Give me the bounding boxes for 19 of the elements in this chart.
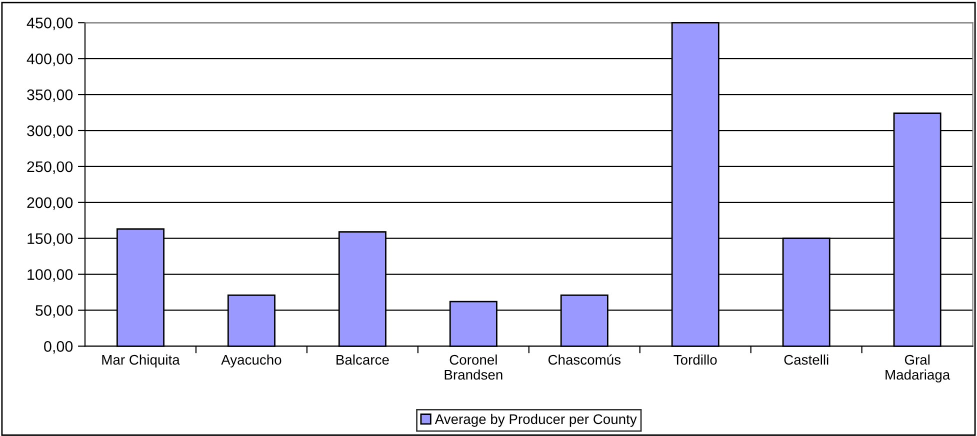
x-tick-label: Castelli bbox=[784, 354, 828, 365]
x-tick-label: Chascomús bbox=[548, 354, 621, 365]
y-tick-label: 250,00 bbox=[27, 161, 73, 174]
x-tick-label: Coronel Brandsen bbox=[444, 354, 502, 380]
y-tick-label: 300,00 bbox=[27, 125, 73, 138]
y-tick-label: 200,00 bbox=[27, 197, 73, 210]
y-tick-label: 150,00 bbox=[28, 233, 73, 246]
x-tick-label: Tordillo bbox=[674, 354, 717, 365]
x-tick-label: Mar Chiquita bbox=[102, 354, 180, 368]
y-tick-label: 50,00 bbox=[36, 305, 73, 318]
legend-label: Average by Producer per County bbox=[434, 414, 637, 427]
x-tick-label: Balcarce bbox=[336, 354, 389, 365]
x-tick-label: Ayacucho bbox=[221, 354, 282, 368]
y-tick-label: 400,00 bbox=[26, 53, 73, 66]
y-tick-label: 100,00 bbox=[28, 269, 73, 282]
y-tick-label: 450,00 bbox=[26, 18, 73, 30]
x-tick-label: Gral Madariaga bbox=[886, 354, 950, 382]
y-tick-label: 350,00 bbox=[27, 89, 73, 102]
y-tick-label: 0,00 bbox=[44, 341, 73, 354]
